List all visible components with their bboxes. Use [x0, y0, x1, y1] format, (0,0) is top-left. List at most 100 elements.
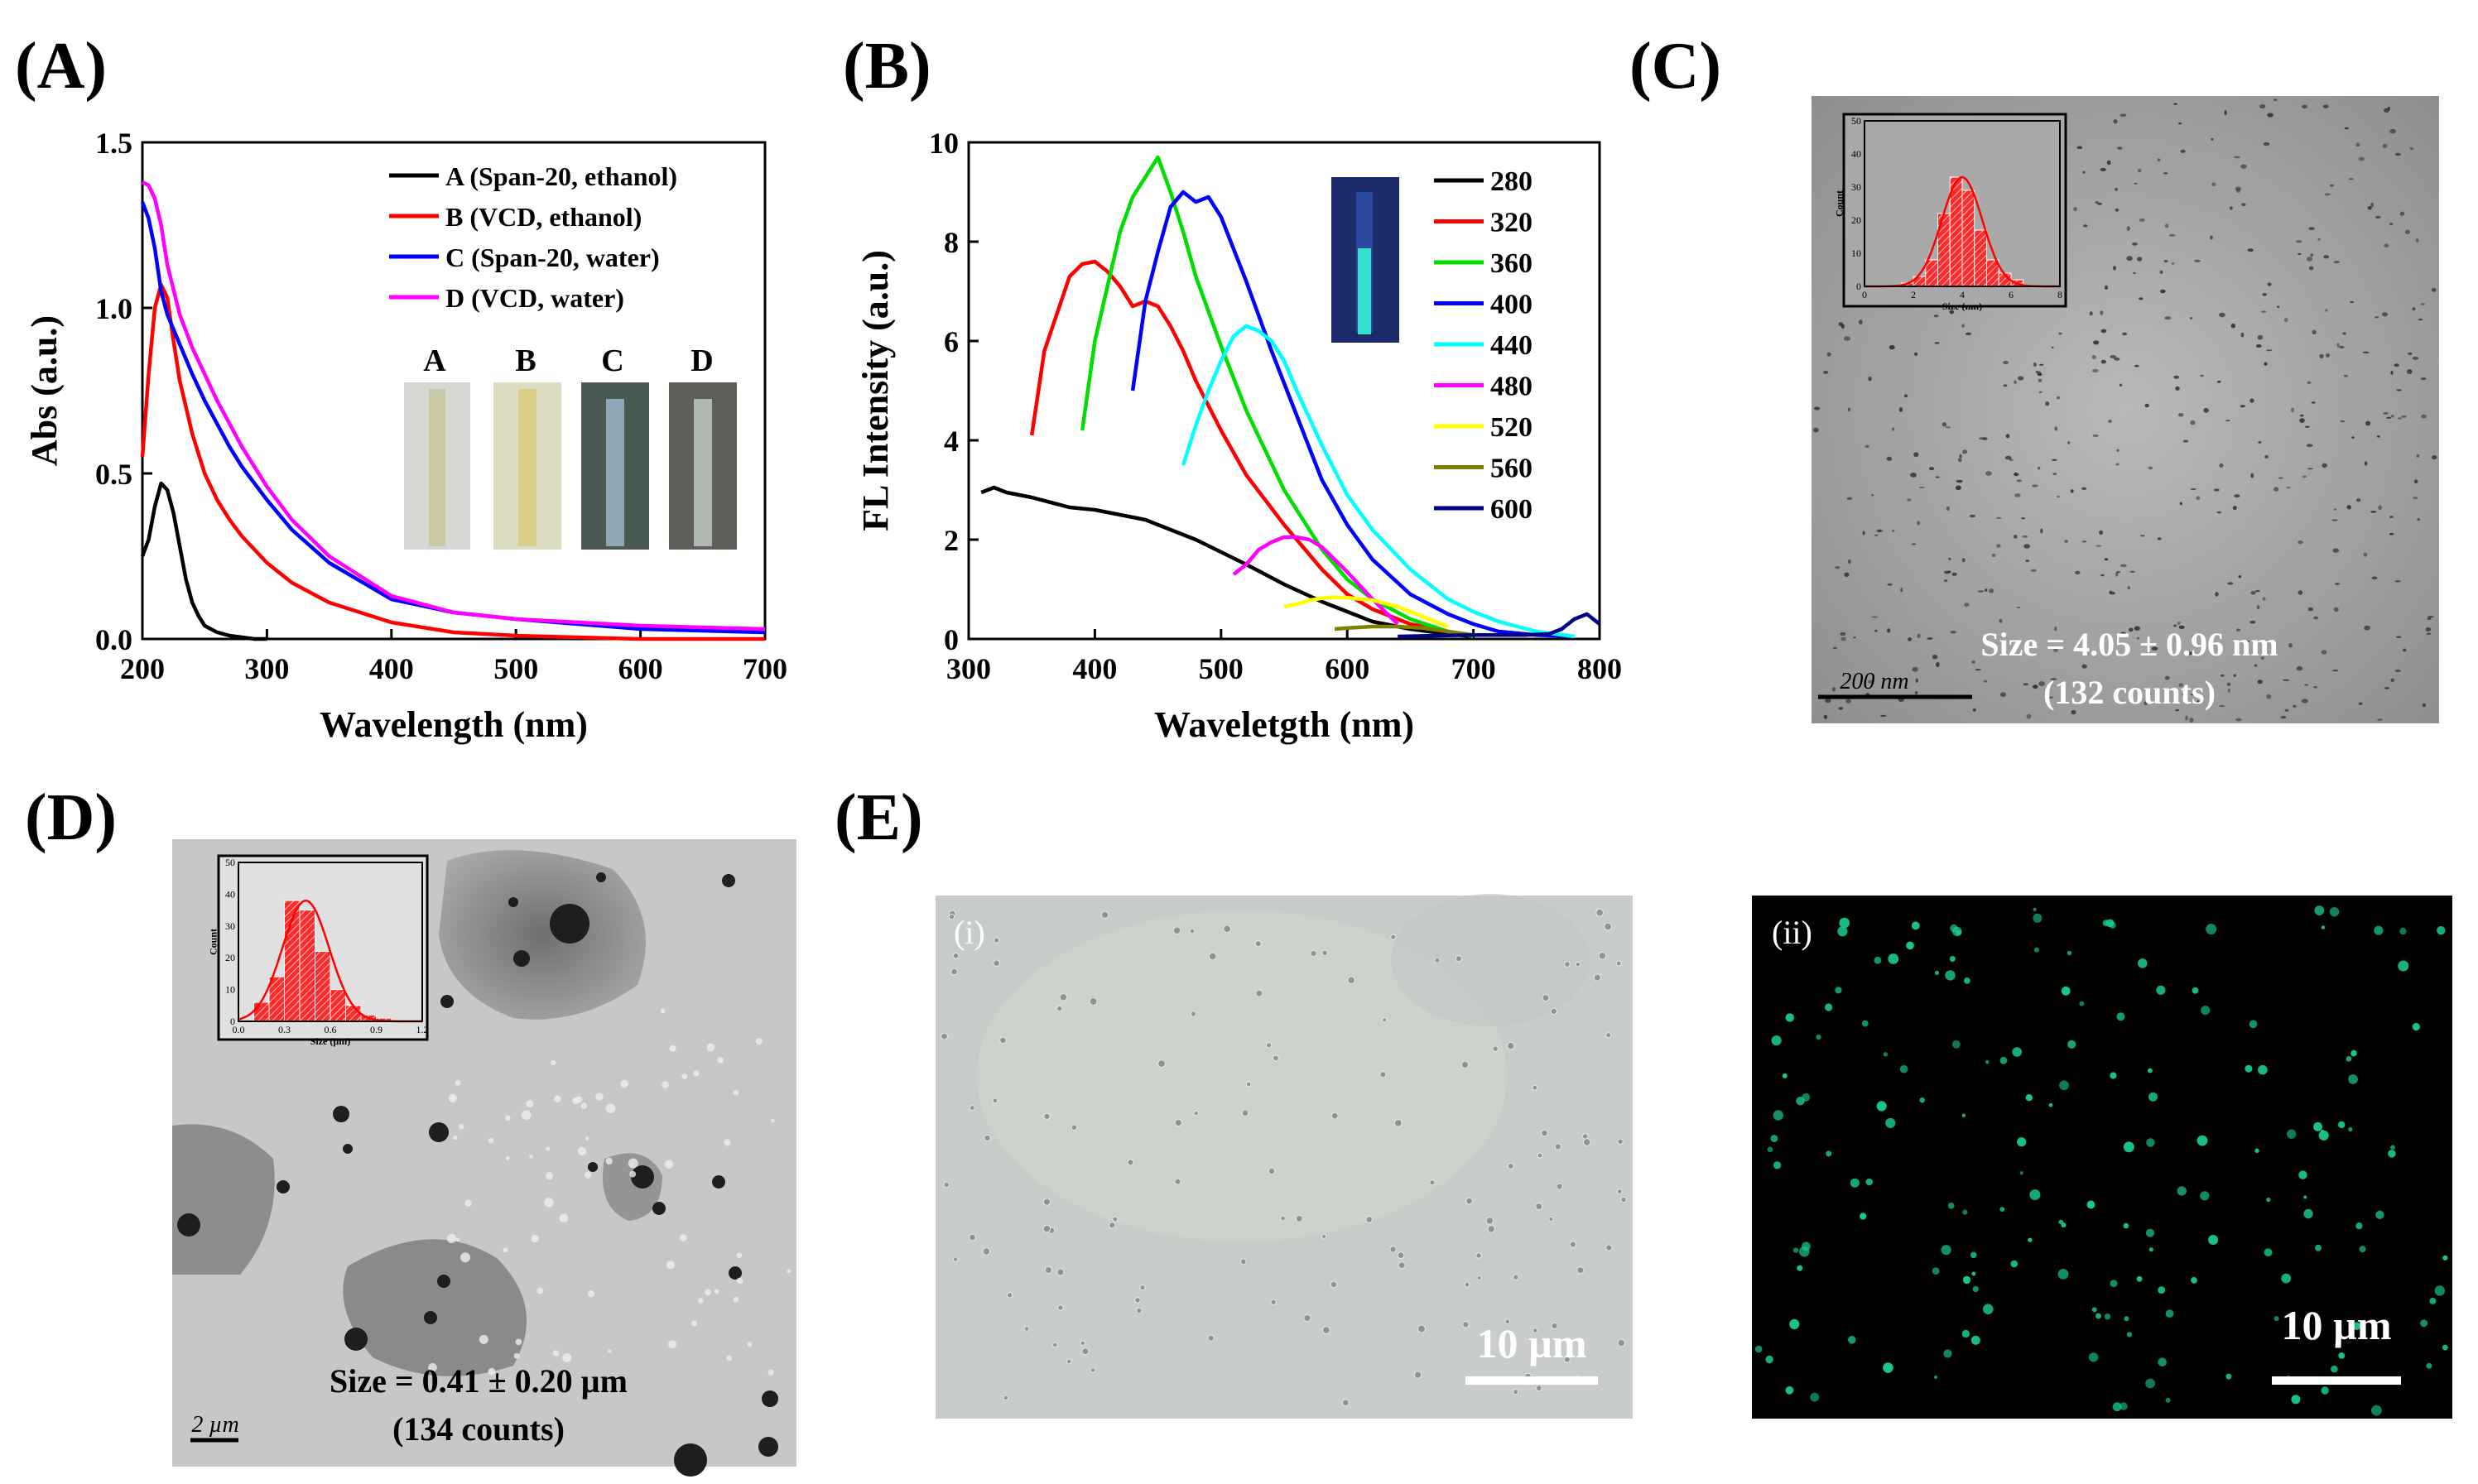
tem-particle [2323, 255, 2330, 259]
tem-particle [2425, 627, 2431, 632]
fluorescent-particle [2033, 913, 2043, 923]
tem-particle [2240, 405, 2245, 408]
fluorescent-particle [2025, 1094, 2033, 1102]
fluorescent-particle [1810, 1392, 1820, 1402]
tem-particle [2432, 455, 2437, 460]
tem-particle-light [515, 1338, 522, 1346]
fluorescent-particle [2388, 1150, 2396, 1158]
tem-particle [2188, 651, 2192, 656]
fluorescent-particle [2315, 1244, 2322, 1251]
tem-particle [2082, 224, 2088, 228]
tem-particle [2189, 317, 2193, 319]
bright-field-particle [1139, 1284, 1146, 1291]
tem-particle [2404, 229, 2410, 234]
tem-particle [2412, 307, 2416, 311]
tem-particle [1823, 714, 1828, 719]
tem-particle [2389, 532, 2394, 535]
tem-particle [2137, 257, 2143, 262]
tem-particle [2238, 575, 2242, 579]
tem-particle-light [585, 1136, 589, 1141]
tem-particle [1959, 454, 1962, 459]
tem-particle [2115, 208, 2120, 212]
tem-particle [1833, 646, 1837, 650]
fluorescent-particle [2104, 1314, 2111, 1320]
tem-particle-light [460, 1252, 470, 1263]
tem-particle [1840, 324, 1845, 329]
bright-field-particle [1556, 1183, 1563, 1190]
chart-b-ytick-label: 8 [944, 226, 959, 259]
tem-particle [2120, 383, 2123, 387]
tem-particle [1844, 572, 1850, 578]
tem-particle [1911, 543, 1917, 545]
fluorescent-particle [2012, 1047, 2022, 1057]
fluorescent-particle [2412, 1023, 2420, 1031]
tem-particle [2389, 516, 2394, 518]
tem-particle [2003, 384, 2008, 387]
fluorescent-particle [2390, 1145, 2396, 1150]
tem-particle [2071, 709, 2076, 715]
tem-particle [2219, 463, 2224, 468]
tem-particle [2384, 687, 2389, 689]
tem-particle [2054, 627, 2057, 632]
tem-particle [2120, 113, 2127, 117]
bright-field-particle [1365, 1216, 1373, 1223]
hist-c-bar [1949, 176, 1963, 287]
chart-b-inset-photo [1331, 177, 1399, 343]
bright-field-particle [1465, 1197, 1473, 1205]
tem-particle [1874, 629, 1878, 632]
fluorescent-particle [2274, 1316, 2279, 1322]
fluorescent-particle [2258, 1064, 2268, 1075]
tem-particle [1862, 531, 1865, 535]
tem-particle [2139, 297, 2144, 300]
chart-b-xtick-label: 400 [1072, 652, 1117, 685]
bright-field-particle [1542, 994, 1550, 1002]
tem-particle-light [488, 1137, 494, 1144]
fluorescent-particle [1906, 941, 1914, 950]
tem-particle [344, 1328, 368, 1351]
fluorescent-particle [1816, 1034, 1821, 1040]
fluorescent-particle [1962, 1275, 1971, 1285]
tem-particle [2351, 436, 2355, 439]
tem-particle [2298, 540, 2303, 545]
tem-particle [1874, 534, 1879, 537]
fluorescent-particle [1767, 1146, 1773, 1153]
fluorescent-particle [1848, 1336, 1856, 1344]
fluorescent-particle [2318, 1130, 2329, 1141]
bright-field-particle [1564, 961, 1571, 968]
tem-particle [2177, 413, 2184, 417]
fluorescent-particle [2028, 1237, 2033, 1242]
tem-particle [2412, 357, 2419, 360]
chart-b-series-line-7 [1334, 624, 1474, 637]
fluorescent-particle [1943, 1349, 1952, 1358]
fluorescent-particle [2165, 1397, 2171, 1403]
fluorescent-particle [2088, 1352, 2099, 1362]
fluorescent-particle [2287, 1129, 2297, 1139]
chart-b-xtick-label: 700 [1451, 652, 1496, 685]
tem-particle [2358, 702, 2363, 705]
tem-particle [2038, 378, 2043, 382]
fluorescent-particle [1799, 1246, 1810, 1257]
fluorescent-particle [2048, 1102, 2053, 1107]
fluorescent-particle [2120, 1402, 2128, 1410]
tem-particle [2283, 679, 2290, 681]
hist-d-ytick-label: 0 [230, 1016, 235, 1027]
tem-particle [2144, 701, 2148, 706]
fluorescent-particle [1972, 1285, 1979, 1293]
fluorescent-particle [1785, 1013, 1794, 1022]
tem-particle [2171, 262, 2175, 265]
tem-particle [2384, 243, 2389, 248]
tem-particle [2038, 391, 2043, 394]
tem-particle [2137, 168, 2142, 173]
fluorescent-particle [2429, 1297, 2437, 1304]
bright-field-particle [1550, 1007, 1557, 1016]
tem-particle [2344, 374, 2348, 377]
tem-particle [2127, 586, 2131, 589]
tem-particle [2336, 343, 2340, 348]
bright-field-particle [994, 937, 1000, 944]
tem-particle [2104, 285, 2109, 290]
fluorescent-particle [2136, 1275, 2143, 1282]
bright-field-particle [1042, 1198, 1051, 1206]
tem-particle [1942, 422, 1947, 427]
tem-particle [1918, 486, 1925, 488]
bright-field-particle [1255, 989, 1263, 997]
